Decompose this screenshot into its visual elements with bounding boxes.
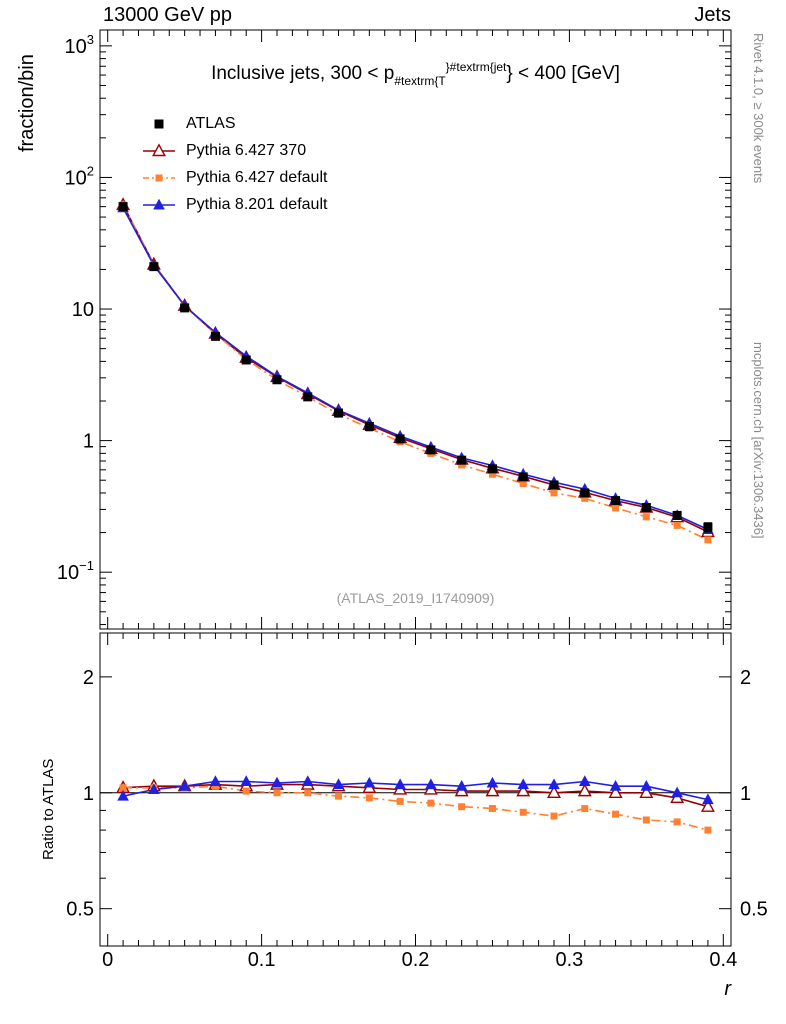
beam-energy-label: 13000 GeV pp bbox=[103, 4, 232, 26]
svg-text:0.5: 0.5 bbox=[740, 899, 768, 921]
svg-text:10: 10 bbox=[72, 299, 94, 321]
plot-title-text: Inclusive jets, 300 < p bbox=[211, 63, 395, 84]
svg-text:0: 0 bbox=[102, 949, 113, 971]
legend-label-pythia6-default: Pythia 6.427 default bbox=[186, 168, 328, 186]
legend-label-atlas: ATLAS bbox=[186, 114, 236, 132]
plot-title: Inclusive jets, 300 < p#textrm{T}#textrm… bbox=[100, 60, 731, 88]
legend-item-pythia6-default: Pythia 6.427 default bbox=[141, 167, 327, 188]
svg-text:0.2: 0.2 bbox=[402, 949, 430, 971]
legend-item-pythia8-default: Pythia 8.201 default bbox=[141, 194, 327, 215]
svg-text:1: 1 bbox=[740, 783, 751, 805]
legend-marker-pythia8-default-icon bbox=[141, 197, 177, 213]
plot-title-subscript: #textrm{T bbox=[394, 74, 446, 88]
svg-text:2: 2 bbox=[83, 667, 94, 689]
svg-text:0.1: 0.1 bbox=[248, 949, 276, 971]
svg-text:10−1: 10−1 bbox=[57, 558, 94, 584]
svg-text:1: 1 bbox=[83, 783, 94, 805]
legend-marker-atlas-icon bbox=[141, 116, 177, 132]
legend: ATLAS Pythia 6.427 370 Pythia 6.427 defa… bbox=[141, 113, 327, 215]
mcplots-reference-note: mcplots.cern.ch [arXiv:1306.3436] bbox=[751, 342, 766, 539]
y-axis-title-top: fraction/bin bbox=[16, 54, 38, 152]
svg-text:102: 102 bbox=[65, 163, 94, 189]
svg-text:0.5: 0.5 bbox=[66, 899, 94, 921]
y-axis-title-ratio: Ratio to ATLAS bbox=[40, 758, 57, 860]
svg-text:103: 103 bbox=[65, 32, 94, 58]
legend-marker-pythia6-370-icon bbox=[141, 142, 177, 159]
legend-item-atlas: ATLAS bbox=[141, 113, 327, 134]
svg-text:0.4: 0.4 bbox=[709, 949, 737, 971]
legend-label-pythia6-370: Pythia 6.427 370 bbox=[186, 141, 307, 159]
legend-item-pythia6-370: Pythia 6.427 370 bbox=[141, 140, 327, 161]
plot-title-suffix: } < 400 [GeV] bbox=[506, 63, 620, 84]
plot-title-superscript: }#textrm{jet bbox=[445, 60, 507, 74]
legend-label-pythia8-default: Pythia 8.201 default bbox=[186, 195, 328, 213]
analysis-id-watermark: (ATLAS_2019_I1740909) bbox=[336, 590, 495, 606]
svg-text:0.3: 0.3 bbox=[555, 949, 583, 971]
x-axis-title: r bbox=[724, 978, 731, 1000]
rivet-version-note: Rivet 4.1.0, ≥ 300k events bbox=[751, 33, 766, 184]
legend-marker-pythia6-default-icon bbox=[141, 170, 177, 186]
svg-text:2: 2 bbox=[740, 667, 751, 689]
analysis-group-label: Jets bbox=[694, 4, 731, 26]
svg-text:1: 1 bbox=[83, 431, 94, 453]
